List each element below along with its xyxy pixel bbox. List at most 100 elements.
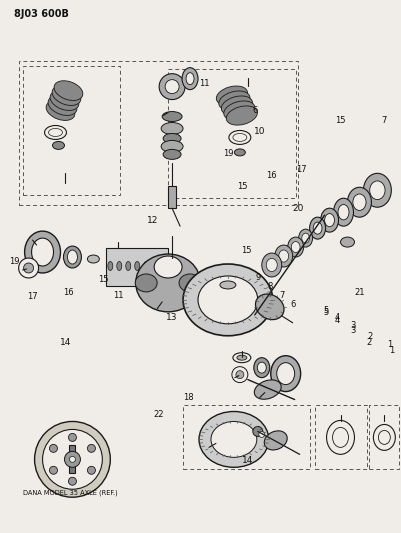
Ellipse shape [264,431,287,450]
Circle shape [43,430,102,489]
Text: 2: 2 [367,338,372,347]
Circle shape [69,477,77,485]
Ellipse shape [219,91,250,110]
Circle shape [49,445,57,453]
Bar [183,405,310,469]
Ellipse shape [224,101,255,120]
Ellipse shape [135,274,157,292]
Circle shape [87,445,95,453]
Ellipse shape [313,222,322,234]
Ellipse shape [332,427,348,447]
Ellipse shape [353,194,366,211]
Ellipse shape [254,380,281,399]
Ellipse shape [279,250,289,262]
Circle shape [49,466,57,474]
Ellipse shape [299,229,313,247]
Text: 14: 14 [60,338,71,347]
Text: 1: 1 [389,346,394,355]
Ellipse shape [54,81,83,100]
Circle shape [65,451,81,467]
Ellipse shape [275,245,293,267]
Bar [106,248,168,286]
Ellipse shape [45,125,67,140]
Ellipse shape [334,198,353,226]
Text: 22: 22 [153,410,163,419]
Ellipse shape [136,254,200,312]
Ellipse shape [302,233,310,243]
Text: 20: 20 [292,204,303,213]
Bar [315,405,367,469]
Ellipse shape [257,362,266,373]
Ellipse shape [254,358,270,377]
Bar [168,186,176,208]
Ellipse shape [229,131,251,144]
Text: 5: 5 [323,306,328,316]
Text: 4: 4 [335,316,340,325]
Circle shape [236,370,244,378]
Text: 3: 3 [351,326,356,335]
Text: 4: 4 [335,313,340,322]
Ellipse shape [163,149,181,159]
Circle shape [69,456,75,462]
Ellipse shape [87,255,99,263]
Ellipse shape [163,133,181,143]
Ellipse shape [277,362,295,385]
Bar [22,66,120,195]
Text: DANA MODEL 35 AXLE (REF.): DANA MODEL 35 AXLE (REF.) [22,489,117,496]
Text: 12: 12 [146,216,158,225]
Text: 7: 7 [382,116,387,125]
Ellipse shape [161,123,183,134]
Text: 5: 5 [323,308,328,317]
Ellipse shape [49,128,63,136]
Bar [18,61,298,205]
Text: 13: 13 [166,313,178,322]
Text: 8J03 600B: 8J03 600B [14,9,69,19]
Ellipse shape [237,355,247,360]
Text: 16: 16 [63,288,74,297]
Ellipse shape [144,262,149,270]
Bar [369,405,399,469]
Ellipse shape [154,256,182,278]
Ellipse shape [165,79,179,94]
Text: 19: 19 [223,149,233,158]
Text: 7: 7 [279,292,284,301]
Ellipse shape [24,231,61,273]
Ellipse shape [108,262,113,270]
Text: 16: 16 [266,171,277,180]
Text: 15: 15 [241,246,252,255]
Ellipse shape [325,214,334,227]
Circle shape [87,466,95,474]
Ellipse shape [262,253,282,277]
Text: 9: 9 [255,273,260,282]
Ellipse shape [310,217,326,239]
Text: 1: 1 [387,340,392,349]
Text: 21: 21 [354,288,365,297]
Text: 15: 15 [335,116,346,125]
Ellipse shape [126,262,131,270]
Text: 14: 14 [242,456,253,465]
Ellipse shape [370,181,385,199]
Ellipse shape [153,262,158,270]
Circle shape [24,263,34,273]
Ellipse shape [288,237,304,257]
Circle shape [34,422,110,497]
Ellipse shape [233,133,247,141]
Ellipse shape [135,262,140,270]
Ellipse shape [161,140,183,152]
Circle shape [18,258,38,278]
Ellipse shape [255,294,284,320]
Ellipse shape [117,262,122,270]
Text: 15: 15 [237,182,247,191]
Ellipse shape [67,250,77,264]
Text: 18: 18 [183,393,193,402]
Ellipse shape [211,422,257,457]
Ellipse shape [159,74,185,100]
Ellipse shape [32,238,53,266]
Text: 15: 15 [98,276,109,285]
Ellipse shape [53,141,65,149]
Text: 11: 11 [113,292,124,301]
Bar [168,69,296,198]
Ellipse shape [198,276,258,324]
Bar [69,446,75,473]
Ellipse shape [220,281,236,289]
